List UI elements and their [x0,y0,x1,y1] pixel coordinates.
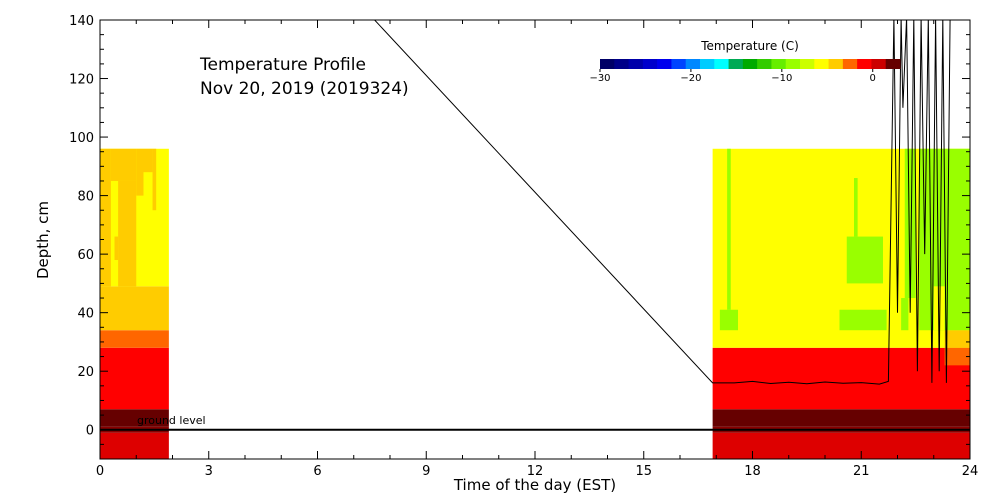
x-tick-label-6: 18 [744,464,761,479]
y-axis-label: Depth, cm [34,201,52,279]
heatmap-cell-7 [100,148,111,287]
heatmap-cell-27 [904,148,916,299]
x-axis-label: Time of the day (EST) [453,476,616,494]
colorbar-swatch-10 [742,59,758,69]
y-tick-label-2: 40 [77,307,94,322]
heatmap-cell-5 [100,286,169,331]
colorbar-swatch-9 [728,59,744,69]
colorbar-swatch-14 [800,59,815,69]
ground-level-annotation: ground level [137,414,206,427]
colorbar-tick-label-1: −20 [680,73,701,84]
colorbar-swatch-11 [757,59,772,69]
colorbar-label: Temperature (C) [700,39,799,53]
x-tick-label-2: 6 [313,464,321,479]
heatmap-cell-3 [100,347,169,410]
heatmap-cell-24 [846,236,883,284]
colorbar-swatch-8 [714,59,730,69]
colorbar-swatch-20 [885,59,901,69]
colorbar-swatch-7 [700,59,715,69]
chart-title: Temperature Profile [199,55,366,75]
colorbar-swatch-15 [814,59,830,69]
colorbar-swatch-6 [685,59,701,69]
heatmap-cell-11 [136,148,144,196]
tick-marks: 0 3 6 9 12 15 18 21 24 0 20 40 60 80 100 120 140 [69,14,978,479]
colorbar-swatch-2 [628,59,644,69]
colorbar-swatch-16 [828,59,844,69]
heatmap-cell-10 [118,180,137,287]
heatmap-cell-19 [944,347,970,366]
x-tick-label-4: 12 [527,464,544,479]
heatmap-cell-20 [944,330,970,348]
heatmap-cell-22 [727,148,731,310]
depth-line [373,20,951,385]
depth-line-layer [373,20,951,385]
colorbar-tick-label-2: −10 [771,73,792,84]
colorbar-tick-label-0: −30 [589,73,610,84]
heatmap-cell-0 [100,432,169,459]
x-tick-label-1: 3 [205,464,213,479]
colorbar: −30 −20 −10 0 [589,59,901,84]
heatmap-cell-26 [901,298,909,331]
heatmap-cells [100,148,970,459]
colorbar-swatch-5 [671,59,687,69]
heatmap-cell-13 [152,148,157,211]
colorbar-swatch-17 [842,59,858,69]
x-tick-label-7: 21 [853,464,870,479]
colorbar-swatch-19 [871,59,887,69]
colorbar-swatch-4 [657,59,672,69]
y-tick-label-3: 60 [77,248,94,263]
y-tick-label-1: 20 [77,365,94,380]
y-tick-label-0: 0 [86,424,94,439]
heatmap-cell-12 [143,148,153,173]
colorbar-swatch-12 [771,59,787,69]
colorbar-swatch-3 [642,59,658,69]
heatmap-cell-14 [712,432,970,459]
colorbar-tick-label-3: 0 [870,73,876,84]
heatmap-cell-9 [114,236,119,260]
heatmap-cell-4 [100,330,169,348]
colorbar-swatch-1 [614,59,630,69]
heatmap-cell-2 [100,409,169,427]
colorbar-swatch-0 [600,59,615,69]
heatmap-cell-29 [933,286,945,331]
heatmap-cell-16 [712,409,970,427]
colorbar-swatch-18 [857,59,872,69]
colorbar-swatch-13 [785,59,801,69]
y-tick-label-6: 120 [69,73,94,88]
heatmap-cell-8 [110,148,137,181]
heatmap-cell-23 [839,309,887,331]
x-tick-label-3: 9 [422,464,430,479]
heatmap-cell-17 [712,347,970,410]
heatmap-cell-21 [719,309,738,331]
chart-subtitle: Nov 20, 2019 (2019324) [200,79,409,99]
y-tick-label-5: 100 [69,131,94,146]
heatmap-cell-25 [854,178,858,237]
y-tick-label-7: 140 [69,14,94,29]
y-tick-label-4: 80 [77,190,94,205]
x-tick-label-0: 0 [96,464,104,479]
x-tick-label-8: 24 [962,464,979,479]
x-tick-label-5: 15 [635,464,652,479]
